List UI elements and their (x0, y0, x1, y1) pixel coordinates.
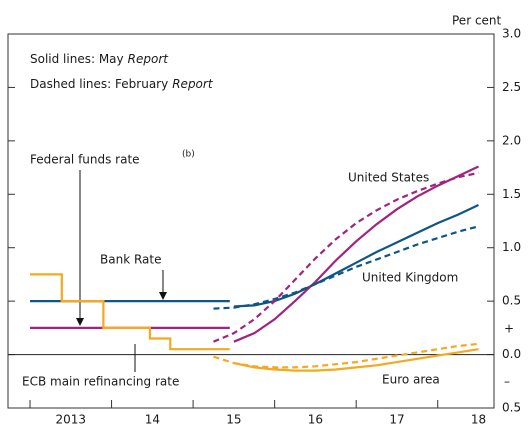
annotation: Bank Rate (100, 253, 161, 267)
plot-frame (7, 33, 495, 409)
x-tick-label: 2013 (56, 413, 87, 427)
x-tick-label: 18 (471, 413, 486, 427)
series-line (30, 273, 230, 351)
sign: + (504, 322, 514, 336)
x-tick-label: 17 (389, 413, 404, 427)
annotation: (b) (182, 150, 195, 160)
y-tick-label: 1.0 (502, 240, 521, 254)
note-text: Solid lines: May (30, 52, 124, 66)
y-tick-label: 3.0 (502, 27, 521, 41)
unit-label: Per cent (452, 14, 502, 28)
annotation: United Kingdom (362, 271, 458, 285)
series-line (213, 171, 479, 343)
y-tick-label: 1.5 (502, 187, 521, 201)
y-tick-label: 0.5 (502, 401, 521, 415)
note: Solid lines: May Report (30, 52, 169, 66)
x-tick-label: 15 (226, 413, 241, 427)
annotation: Euro area (382, 373, 440, 387)
series-line (233, 165, 479, 343)
annotation: United States (348, 171, 429, 185)
note-italic: Report (172, 77, 214, 91)
annotation: Federal funds rate (30, 153, 140, 167)
arrow-head (76, 318, 84, 326)
annotation: ECB main refinancing rate (22, 375, 179, 389)
y-tick-label: 0.0 (502, 347, 521, 361)
series-line (233, 348, 479, 372)
note-italic: Report (128, 52, 170, 66)
series-line (213, 225, 479, 310)
series-line (233, 204, 479, 308)
y-tick-label: 2.0 (502, 133, 521, 147)
note: Dashed lines: February Report (30, 77, 214, 91)
note-text: Dashed lines: February (30, 77, 168, 91)
y-tick-label: 2.5 (502, 80, 521, 94)
y-tick-label: 0.5 (502, 294, 521, 308)
sign: – (504, 375, 510, 389)
x-tick-label: 14 (145, 413, 160, 427)
series-line (213, 342, 479, 369)
x-tick-label: 16 (308, 413, 323, 427)
arrow-head (159, 292, 167, 300)
